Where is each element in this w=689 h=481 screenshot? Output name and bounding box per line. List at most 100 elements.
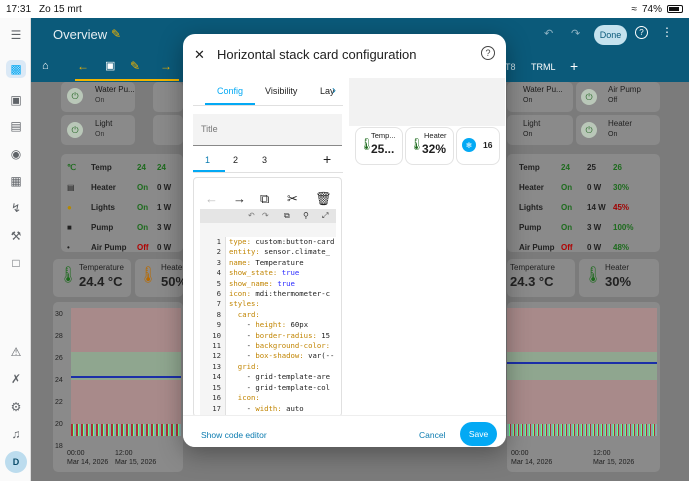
redo-icon[interactable]: ↷ [571, 28, 581, 40]
left-temperature-card[interactable]: 🌡 Temperature 24.4 °C [53, 259, 131, 297]
arrow-left-icon[interactable]: ← [77, 59, 89, 73]
code-redo-icon[interactable]: ↷ [262, 211, 269, 220]
avatar[interactable]: D [5, 451, 27, 473]
sidebar-item-tools[interactable]: ⚒ [10, 229, 22, 243]
sidebar-item-robot[interactable]: ◉ [10, 147, 22, 161]
right-temperature-card[interactable]: Temperature 24.3 °C [507, 259, 575, 297]
power-icon: ⏻ [67, 122, 83, 138]
cancel-button[interactable]: Cancel [419, 430, 446, 440]
left-history-chart[interactable]: 30 28 26 24 22 20 18 00:00 12:00 Mar 14,… [53, 302, 183, 472]
left-button-card-2[interactable]: ⏻ Light On [61, 115, 135, 145]
card-tab-1[interactable]: 1 [205, 155, 211, 165]
add-card-icon[interactable]: + [323, 151, 332, 167]
left-button-card-3[interactable] [153, 82, 183, 112]
button-state: On [523, 131, 533, 138]
close-icon[interactable]: ✕ [194, 47, 205, 62]
sidebar-item-dashboard[interactable]: ▦ [10, 174, 22, 188]
sidebar-item-lightning[interactable]: ↯ [10, 201, 22, 215]
page-title: Overview [53, 27, 108, 42]
code-expand-icon[interactable]: ⤢ [322, 211, 329, 220]
left-button-card-4[interactable] [153, 115, 183, 145]
show-code-editor-button[interactable]: Show code editor [201, 430, 267, 440]
y-tick: 24 [55, 377, 63, 384]
sidebar-item-settings[interactable]: ⚙ [10, 400, 22, 414]
card-tab-3[interactable]: 3 [262, 155, 268, 165]
sidebar-item-developer[interactable]: ✗ [10, 372, 22, 386]
tab-layout[interactable]: Lay [320, 86, 335, 96]
y-tick: 26 [55, 355, 63, 362]
save-button[interactable]: Save [460, 422, 497, 446]
yaml-code-editor[interactable]: ↶ ↷ ⧉ ⚲ ⤢ 1 2 3 4 5 6 7 8 9 10 11 12 13 14 15 16 17 type… [200, 209, 336, 419]
button-name: Light [95, 119, 113, 128]
right-table-rows: Temp 24 25 26 Heater On 0 W 30% Lights On 14 W 45… [519, 158, 659, 258]
sidebar-item-alert[interactable]: ⚠ [10, 345, 22, 359]
power-icon: ⏻ [581, 122, 597, 138]
view-icon[interactable]: ▣ [105, 60, 116, 72]
card-tab-2[interactable]: 2 [233, 155, 239, 165]
title-placeholder: Title [201, 124, 218, 134]
code-line: entity: sensor.climate_ [229, 247, 331, 257]
line-number: 17 [212, 403, 221, 413]
tab-trml[interactable]: TRML [531, 62, 556, 72]
code-line: name: Temperature [229, 257, 304, 267]
tab-config[interactable]: Config [217, 86, 244, 96]
table-row: Lights On 14 W 45% [519, 198, 659, 218]
right-heater-card[interactable]: 🌡 Heater 30% [579, 259, 659, 297]
copy-icon[interactable]: ⧉ [260, 191, 270, 206]
code-copy-icon[interactable]: ⧉ [284, 211, 290, 220]
sidebar-item-store[interactable]: □ [12, 256, 20, 270]
band-high [71, 308, 181, 352]
band-high [507, 308, 657, 352]
row-value: 0 W [587, 183, 602, 192]
row-value: On [561, 203, 573, 212]
right-history-chart[interactable]: 00:00 12:00 Mar 14, 2026 Mar 15, 2026 [507, 302, 660, 472]
left-heater-card[interactable]: 🌡 Heater 50% [135, 259, 187, 297]
move-left-icon[interactable]: ← [205, 191, 218, 206]
card-value: 30% [605, 274, 632, 289]
code-search-icon[interactable]: ⚲ [303, 211, 309, 220]
line-number: 6 [216, 289, 221, 299]
row-value: On [561, 183, 573, 192]
edit-pencil-icon[interactable]: ✎ [111, 27, 122, 41]
undo-icon[interactable]: ↶ [544, 28, 554, 40]
chevron-right-icon[interactable]: › [332, 83, 336, 97]
sidebar-item-notifications[interactable]: ♫ [11, 427, 21, 441]
y-tick: 20 [55, 421, 63, 428]
add-view-icon[interactable]: + [570, 58, 579, 74]
tab-t8[interactable]: T8 [505, 62, 516, 72]
done-button[interactable]: Done [594, 25, 627, 45]
left-button-card-1[interactable]: ⏻ Water Pu... On [61, 82, 135, 112]
temperature-line [507, 362, 657, 365]
edit-view-icon[interactable]: ✎ [130, 59, 141, 73]
title-input[interactable]: Title [193, 114, 342, 146]
arrow-right-icon[interactable]: → [160, 59, 172, 73]
line-number: 10 [212, 330, 221, 340]
sidebar-item-map[interactable]: ▤ [10, 119, 22, 133]
right-button-card-4[interactable]: ⏻ Heater On [576, 115, 660, 145]
tab-visibility[interactable]: Visibility [265, 86, 298, 96]
card-name: Heater [605, 263, 630, 272]
table-row: ■ Pump On 3 W [67, 218, 183, 238]
temperature-line [71, 376, 181, 379]
code-undo-icon[interactable]: ↶ [248, 211, 255, 220]
battery-icon [667, 5, 683, 13]
more-vertical-icon[interactable]: ⋮ [661, 25, 673, 39]
row-value: 0 W [157, 243, 172, 252]
code-content[interactable]: type: custom:button-card entity: sensor.c… [225, 237, 336, 419]
sidebar-item-overview[interactable]: ▩ [6, 60, 26, 78]
line-numbers: 1 2 3 4 5 6 7 8 9 10 11 12 13 14 15 16 17 [200, 237, 224, 414]
right-button-card-2[interactable]: ⏻ Air Pump Off [576, 82, 660, 112]
right-button-card-1[interactable]: Water Pu... On [507, 82, 573, 112]
left-status-table: ℃ Temp 24 24 ▤ Heater On 0 W ● Lights On 1 W ■ Pum… [61, 154, 183, 252]
move-right-icon[interactable]: → [233, 191, 246, 206]
right-button-card-3[interactable]: Light On [507, 115, 573, 145]
help-icon[interactable]: ? [481, 46, 495, 60]
menu-icon[interactable]: ☰ [10, 28, 22, 42]
cut-icon[interactable]: ✂ [287, 191, 298, 206]
delete-icon[interactable]: 🗑 [315, 191, 332, 206]
home-icon[interactable]: ⌂ [42, 60, 49, 72]
help-icon[interactable]: ? [635, 26, 648, 39]
sidebar-item-energy[interactable]: ▣ [10, 93, 22, 107]
thermometer-icon: 🌡 [359, 137, 375, 151]
heater-icon: 🌡 [409, 137, 425, 151]
